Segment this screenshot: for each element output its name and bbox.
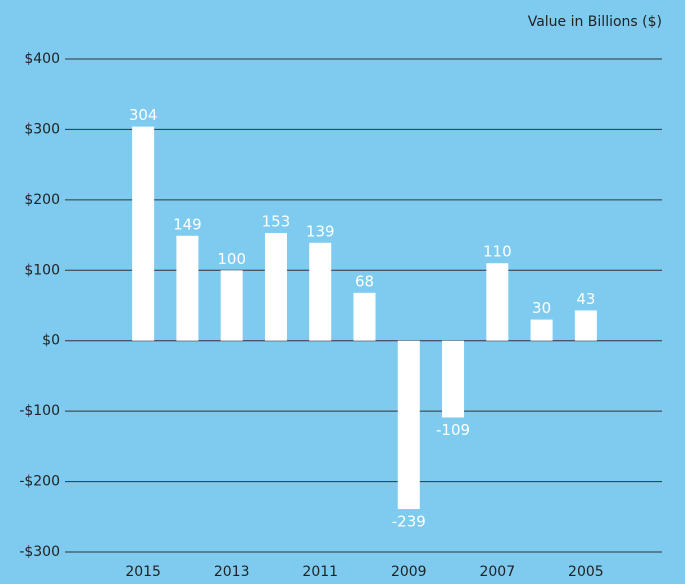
x-tick-label: 2007 xyxy=(479,564,515,580)
y-tick-label: -$300 xyxy=(19,544,60,560)
value-label: 110 xyxy=(483,243,512,261)
y-tick-label: $100 xyxy=(24,262,60,278)
y-tick-label: -$100 xyxy=(19,403,60,419)
bar xyxy=(176,235,199,341)
x-tick-label: 2009 xyxy=(391,564,427,580)
bar xyxy=(353,292,376,341)
value-label: 100 xyxy=(217,250,246,268)
bar xyxy=(264,232,287,341)
bar xyxy=(397,340,420,510)
bar xyxy=(530,319,553,341)
y-tick-label: $0 xyxy=(42,333,60,349)
x-tick-label: 2015 xyxy=(125,564,161,580)
value-label: 139 xyxy=(306,222,335,240)
bar xyxy=(309,242,332,341)
y-tick-label: -$200 xyxy=(19,474,60,490)
value-label: 43 xyxy=(576,290,595,308)
bar xyxy=(132,126,155,341)
value-label: 68 xyxy=(355,272,374,290)
value-label: -109 xyxy=(436,421,470,439)
bar xyxy=(442,340,465,418)
value-label: 149 xyxy=(173,215,202,233)
bar xyxy=(486,263,509,341)
value-label: 30 xyxy=(532,299,551,317)
value-label: 153 xyxy=(262,212,291,230)
bar xyxy=(220,270,243,341)
value-label: 304 xyxy=(129,106,158,124)
x-tick-label: 2013 xyxy=(214,564,250,580)
bar xyxy=(574,310,597,341)
x-tick-label: 2005 xyxy=(568,564,604,580)
value-label: -239 xyxy=(392,513,426,531)
y-tick-label: $400 xyxy=(24,51,60,67)
x-tick-label: 2011 xyxy=(302,564,338,580)
axis-label: Value in Billions ($) xyxy=(528,14,662,30)
y-tick-label: $300 xyxy=(24,121,60,137)
y-tick-label: $200 xyxy=(24,192,60,208)
